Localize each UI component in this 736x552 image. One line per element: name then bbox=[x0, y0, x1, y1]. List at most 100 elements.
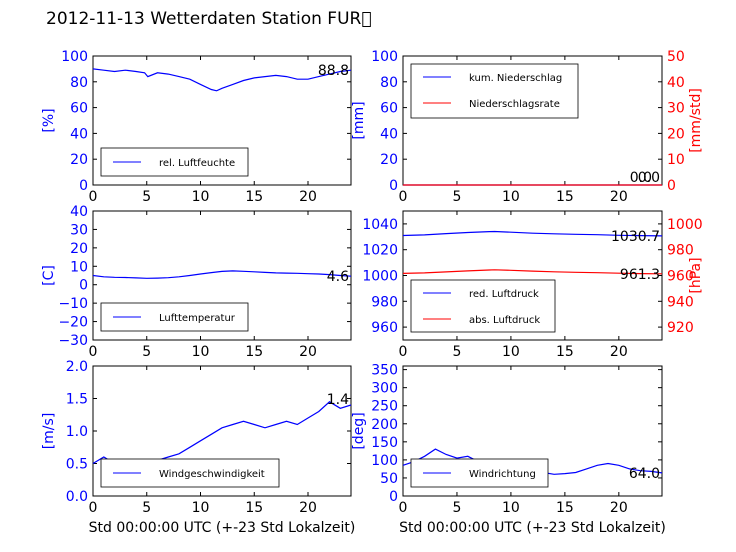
y-tick-label: 20 bbox=[380, 152, 398, 168]
y-tick-label: 40 bbox=[70, 204, 88, 220]
series-line-red-luftdruck bbox=[402, 230, 663, 237]
y2-tick-label: 50 bbox=[667, 49, 685, 65]
legend-entry: kum. Niederschlag bbox=[469, 73, 562, 84]
x-tick-label: 20 bbox=[610, 500, 628, 516]
legend-entry: red. Luftdruck bbox=[469, 289, 539, 300]
y-tick-label: 1000 bbox=[362, 269, 398, 285]
figure-title: 2012-11-13 Wetterdaten Station FUR  bbox=[46, 9, 372, 29]
y-tick-label: 60 bbox=[380, 101, 398, 117]
y-axis-label: [%] bbox=[41, 108, 57, 132]
x-axis-label: Std 00:00:00 UTC (+-23 Std Lokalzeit) bbox=[399, 520, 666, 536]
x-tick-label: 15 bbox=[245, 500, 263, 516]
y-tick-label: 20 bbox=[70, 152, 88, 168]
x-tick-label: 10 bbox=[192, 344, 210, 360]
y-tick-label: 200 bbox=[371, 417, 398, 433]
y-tick-label: 60 bbox=[70, 101, 88, 117]
y2-tick-label: 0 bbox=[667, 178, 676, 194]
x-tick-label: 0 bbox=[399, 344, 408, 360]
x-tick-label: 20 bbox=[610, 344, 628, 360]
y-tick-label: 300 bbox=[371, 381, 398, 397]
y2-axis-label: [hPa] bbox=[688, 257, 704, 293]
legend-entry: abs. Luftdruck bbox=[469, 315, 540, 326]
y-tick-label: 40 bbox=[70, 126, 88, 142]
plot-frame-5 bbox=[402, 365, 663, 497]
value-annotation: 0.0 bbox=[638, 170, 660, 186]
y-tick-label: 0 bbox=[79, 278, 88, 294]
x-tick-label: 5 bbox=[142, 344, 151, 360]
y-tick-label: −30 bbox=[58, 333, 88, 349]
y-tick-label: −20 bbox=[58, 315, 88, 331]
y-tick-label: 10 bbox=[70, 259, 88, 275]
y-tick-label: 1.0 bbox=[66, 424, 88, 440]
y2-tick-label: 920 bbox=[667, 320, 694, 336]
x-tick-label: 20 bbox=[299, 344, 317, 360]
y-tick-label: 0.0 bbox=[66, 489, 88, 505]
y-axis-label: [deg] bbox=[351, 412, 367, 449]
legend-entry: Windrichtung bbox=[469, 469, 536, 480]
value-annotation: 4.6 bbox=[327, 269, 349, 285]
value-annotation: 1030.7 bbox=[611, 229, 660, 245]
y-tick-label: 960 bbox=[371, 320, 398, 336]
y-axis-label: [m/s] bbox=[41, 413, 57, 450]
series-line-rel-luftfeuchte bbox=[92, 68, 352, 92]
x-tick-label: 0 bbox=[399, 500, 408, 516]
y2-tick-label: 980 bbox=[667, 243, 694, 259]
x-tick-label: 15 bbox=[556, 344, 574, 360]
y2-tick-label: 960 bbox=[667, 269, 694, 285]
y-tick-label: 350 bbox=[371, 363, 398, 379]
y-tick-label: 1040 bbox=[362, 217, 398, 233]
y-tick-label: 100 bbox=[371, 453, 398, 469]
x-tick-label: 0 bbox=[89, 500, 98, 516]
legend-box bbox=[410, 279, 556, 333]
y-axis-label: [C] bbox=[41, 265, 57, 286]
x-tick-label: 0 bbox=[89, 344, 98, 360]
y2-tick-label: 940 bbox=[667, 294, 694, 310]
y-tick-label: 30 bbox=[70, 222, 88, 238]
x-tick-label: 15 bbox=[245, 344, 263, 360]
x-tick-label: 10 bbox=[502, 344, 520, 360]
value-annotation: 961.3 bbox=[620, 267, 660, 283]
x-tick-label: 5 bbox=[142, 500, 151, 516]
series-line-lufttemperatur bbox=[92, 270, 352, 279]
x-tick-label: 0 bbox=[89, 189, 98, 205]
y-tick-label: 80 bbox=[380, 75, 398, 91]
x-tick-label: 20 bbox=[299, 500, 317, 516]
y2-tick-label: 20 bbox=[667, 126, 685, 142]
x-tick-label: 20 bbox=[610, 189, 628, 205]
x-tick-label: 10 bbox=[192, 500, 210, 516]
plot-frame-0 bbox=[92, 55, 352, 186]
x-tick-label: 15 bbox=[245, 189, 263, 205]
x-tick-label: 20 bbox=[299, 189, 317, 205]
y-tick-label: 20 bbox=[70, 241, 88, 257]
y2-tick-label: 40 bbox=[667, 75, 685, 91]
y-tick-label: −10 bbox=[58, 296, 88, 312]
y2-tick-label: 10 bbox=[667, 152, 685, 168]
y-tick-label: 0 bbox=[389, 489, 398, 505]
x-tick-label: 5 bbox=[452, 500, 461, 516]
y-tick-label: 2.0 bbox=[66, 359, 88, 375]
y-tick-label: 980 bbox=[371, 294, 398, 310]
legend-entry: Lufttemperatur bbox=[159, 313, 236, 324]
y2-tick-label: 30 bbox=[667, 101, 685, 117]
x-tick-label: 0 bbox=[399, 189, 408, 205]
x-tick-label: 5 bbox=[452, 344, 461, 360]
y-tick-label: 1020 bbox=[362, 243, 398, 259]
value-annotation: 1.4 bbox=[327, 392, 349, 408]
x-tick-label: 10 bbox=[502, 500, 520, 516]
x-tick-label: 10 bbox=[192, 189, 210, 205]
value-annotation: 88.8 bbox=[318, 63, 349, 79]
x-tick-label: 15 bbox=[556, 500, 574, 516]
x-tick-label: 15 bbox=[556, 189, 574, 205]
y-tick-label: 0.5 bbox=[66, 457, 88, 473]
legend-entry: Niederschlagsrate bbox=[469, 99, 560, 110]
x-tick-label: 5 bbox=[452, 189, 461, 205]
y-tick-label: 0 bbox=[389, 178, 398, 194]
series-line-abs-luftdruck bbox=[402, 269, 663, 275]
x-axis-label: Std 00:00:00 UTC (+-23 Std Lokalzeit) bbox=[89, 520, 356, 536]
y2-tick-label: 1000 bbox=[667, 217, 703, 233]
y-tick-label: 100 bbox=[371, 49, 398, 65]
y-tick-label: 150 bbox=[371, 435, 398, 451]
y-tick-label: 50 bbox=[380, 471, 398, 487]
y-tick-label: 100 bbox=[61, 49, 88, 65]
